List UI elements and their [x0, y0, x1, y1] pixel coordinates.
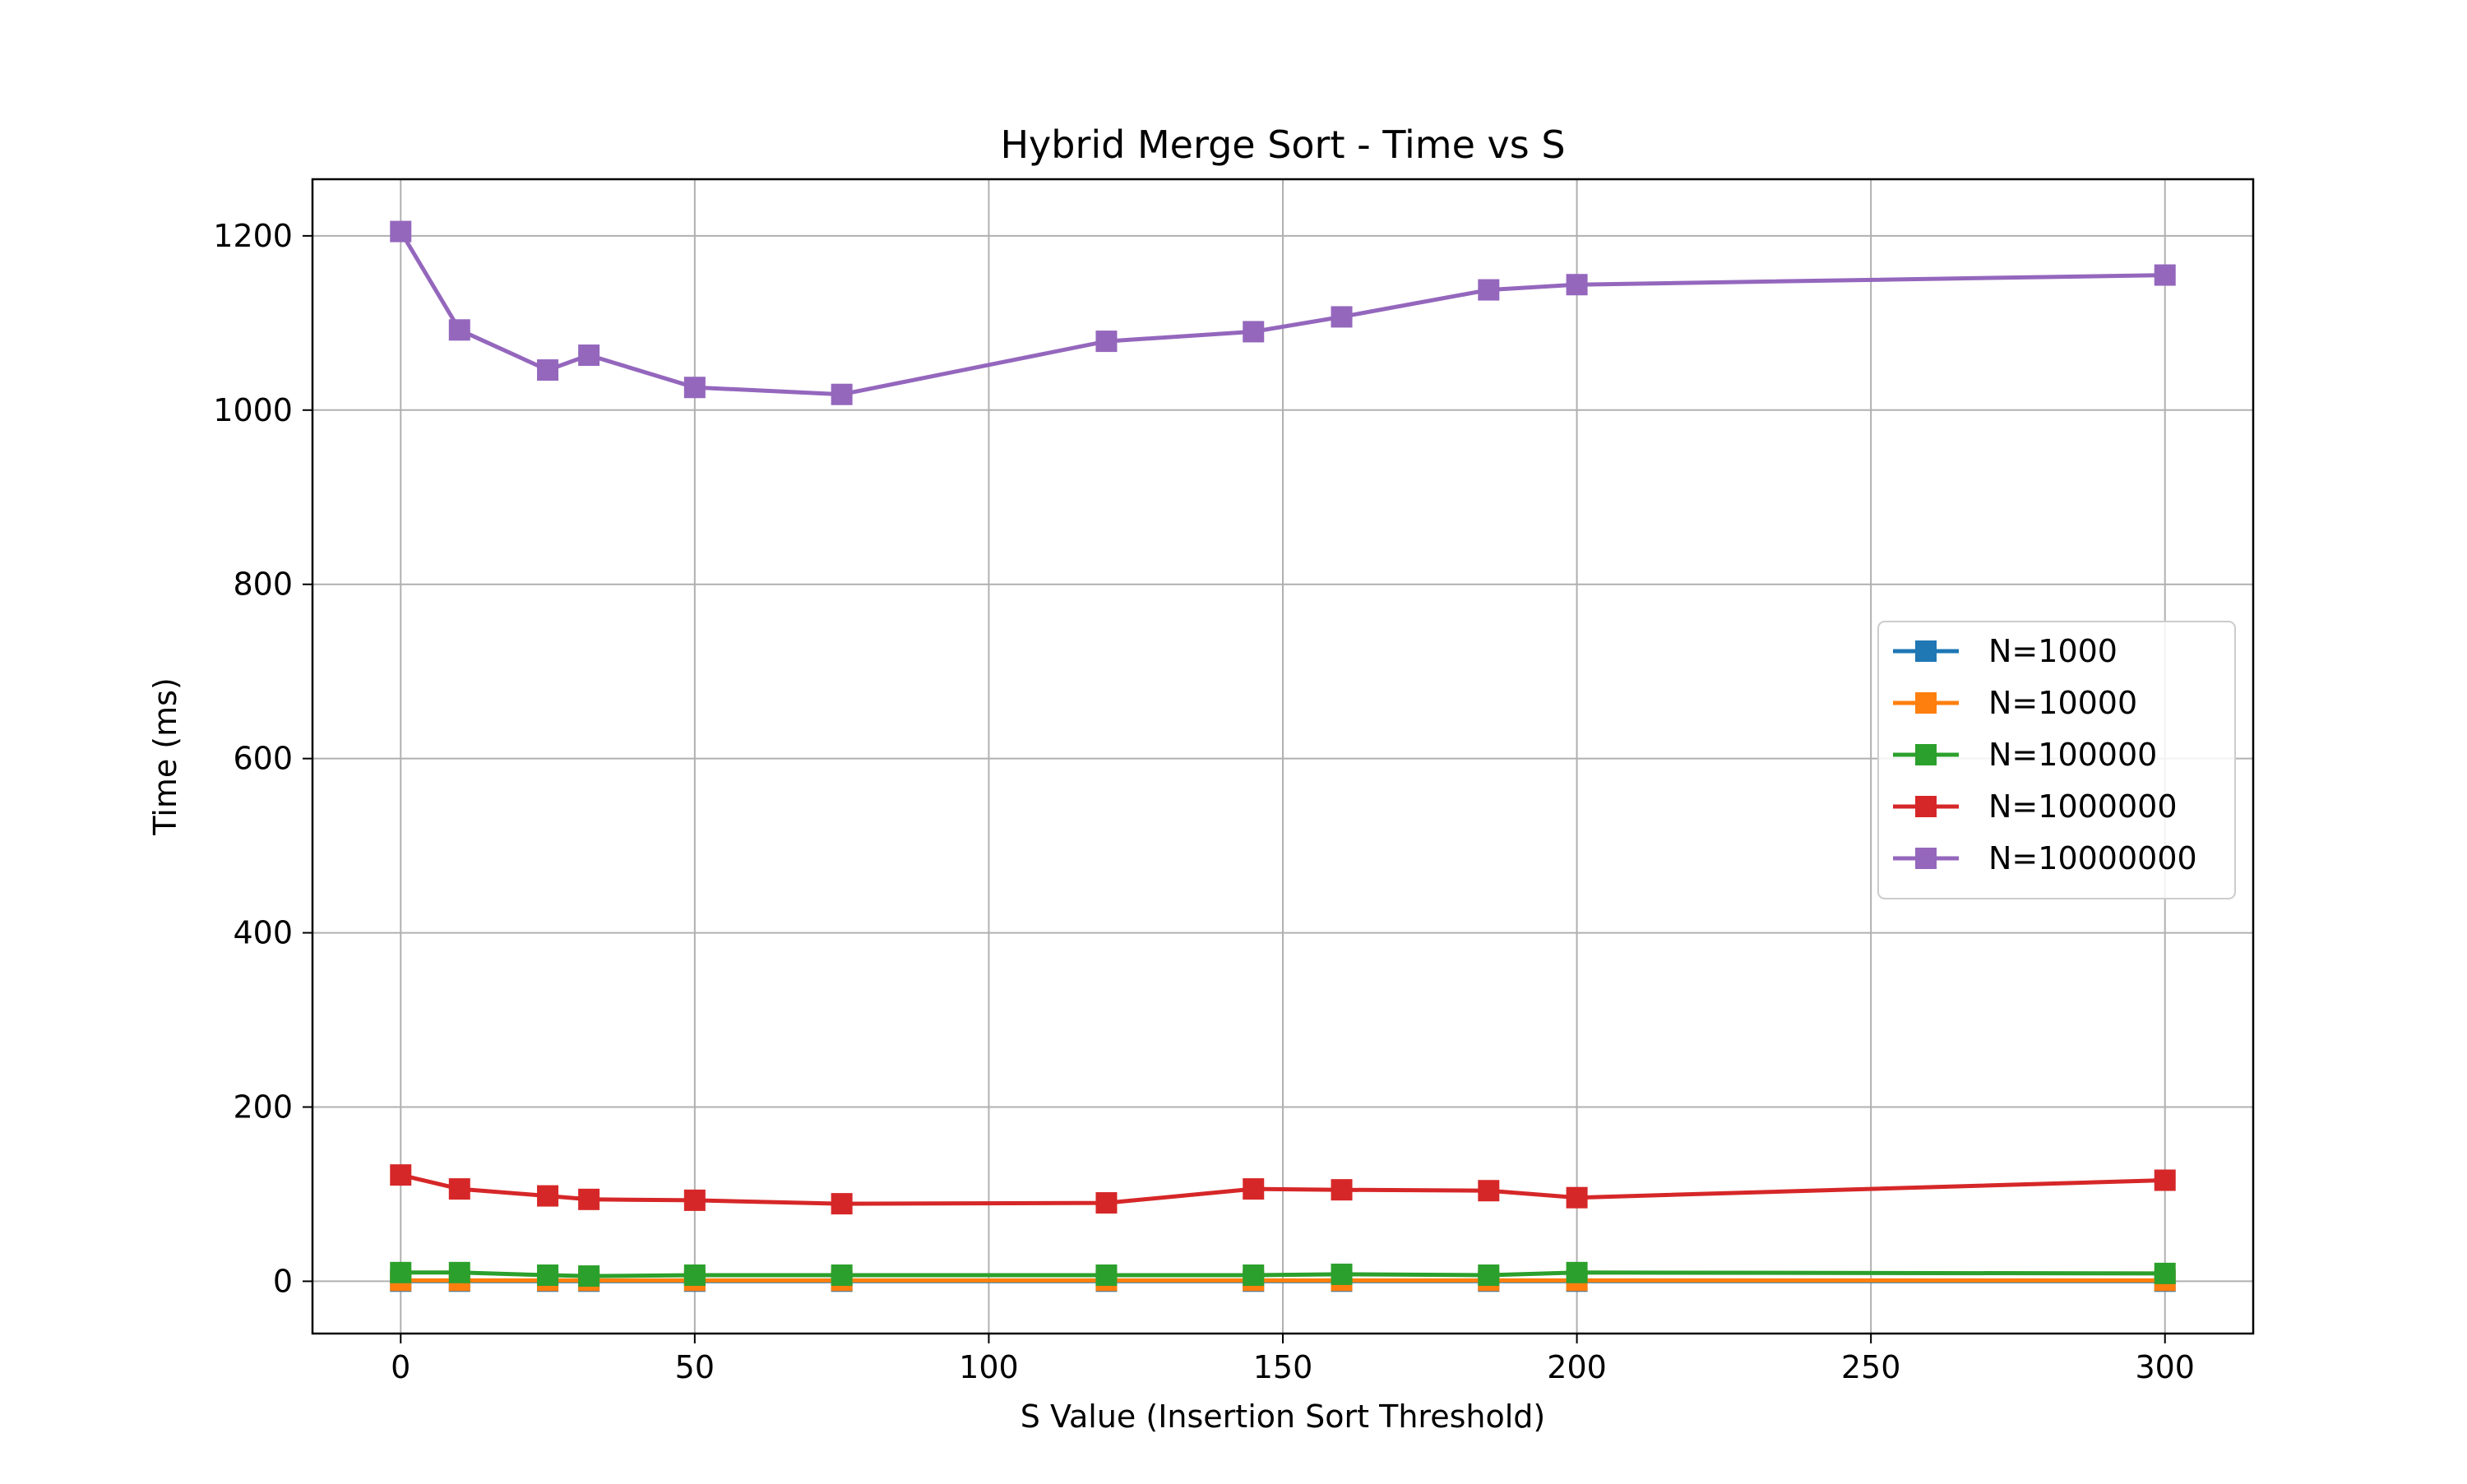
y-tick-label: 1000: [213, 392, 293, 428]
legend: N=1000 N=10000 N=100000 N=1000000 N=10000000: [1877, 621, 2236, 899]
data-point: [1331, 1179, 1353, 1201]
data-point: [1478, 279, 1500, 301]
x-tick-label: 50: [675, 1349, 715, 1385]
data-point: [537, 1185, 559, 1207]
data-point: [1566, 1261, 1588, 1283]
data-point: [831, 1193, 853, 1215]
legend-marker: [1915, 744, 1937, 765]
legend-item: N=10000: [1893, 685, 2137, 721]
x-tick-label: 300: [2135, 1349, 2195, 1385]
legend-item: N=100000: [1893, 737, 2157, 773]
data-point: [683, 1264, 706, 1287]
data-point: [448, 1178, 470, 1200]
data-point: [1478, 1264, 1500, 1287]
y-tick-label: 400: [233, 915, 293, 951]
series-line: [400, 1172, 2165, 1206]
legend-label: N=1000000: [1988, 788, 2178, 825]
series-N=10000000: [390, 220, 2176, 405]
x-tick-label: 100: [959, 1349, 1019, 1385]
x-tick-label: 200: [1547, 1349, 1607, 1385]
data-point: [448, 1261, 470, 1283]
data-point: [578, 1265, 600, 1288]
legend-item: N=1000000: [1893, 788, 2178, 825]
x-axis-label: S Value (Insertion Sort Threshold): [1021, 1398, 1546, 1435]
legend-marker: [1915, 848, 1937, 869]
data-point: [390, 1261, 412, 1283]
legend-item: N=10000000: [1893, 840, 2197, 876]
axis-ticks: 0 50 100 150 200 250 300 0 200 400 600 800 1000 1200: [213, 218, 2195, 1385]
data-point: [1243, 1264, 1265, 1287]
chart-title: Hybrid Merge Sort - Time vs S: [1000, 123, 1565, 167]
y-axis-label: Time (ms): [147, 677, 183, 836]
legend-marker: [1915, 796, 1937, 817]
data-point: [1243, 1178, 1265, 1200]
data-point: [683, 377, 706, 399]
legend-marker: [1915, 692, 1937, 714]
data-point: [390, 220, 412, 243]
data-point: [1331, 306, 1353, 328]
y-tick-label: 0: [273, 1263, 293, 1299]
series-N=100000: [390, 1261, 2176, 1288]
data-point: [578, 344, 600, 367]
series-layer: [390, 220, 2176, 1292]
data-point: [537, 1264, 559, 1287]
data-point: [1095, 331, 1118, 353]
legend-label: N=100000: [1988, 737, 2157, 773]
data-point: [683, 1189, 706, 1211]
y-tick-label: 1200: [213, 218, 293, 254]
data-point: [2154, 264, 2176, 286]
data-point: [831, 383, 853, 405]
data-point: [448, 319, 470, 341]
y-tick-label: 200: [233, 1089, 293, 1125]
data-point: [2154, 1262, 2176, 1284]
x-tick-label: 250: [1841, 1349, 1901, 1385]
y-tick-label: 800: [233, 566, 293, 603]
data-point: [578, 1188, 600, 1210]
legend-label: N=10000: [1988, 685, 2137, 721]
y-tick-label: 600: [233, 741, 293, 777]
legend-box: [1877, 621, 2236, 899]
data-point: [1095, 1264, 1118, 1287]
series-line: [400, 1270, 2165, 1278]
data-point: [1095, 1192, 1118, 1214]
grid: [312, 179, 2253, 1334]
series-N=1000000: [390, 1164, 2176, 1215]
legend-label: N=10000000: [1988, 840, 2197, 876]
data-point: [1243, 321, 1265, 343]
x-tick-label: 0: [391, 1349, 410, 1385]
legend-label: N=1000: [1988, 633, 2118, 669]
legend-marker: [1915, 640, 1937, 662]
data-point: [390, 1164, 412, 1186]
data-point: [1566, 274, 1588, 296]
data-point: [831, 1264, 853, 1287]
data-point: [1566, 1186, 1588, 1209]
data-point: [1331, 1263, 1353, 1285]
legend-item: N=1000: [1893, 633, 2118, 669]
data-point: [2154, 1169, 2176, 1191]
data-point: [537, 359, 559, 381]
data-point: [1478, 1180, 1500, 1202]
x-tick-label: 150: [1253, 1349, 1313, 1385]
series-line: [399, 230, 2165, 397]
